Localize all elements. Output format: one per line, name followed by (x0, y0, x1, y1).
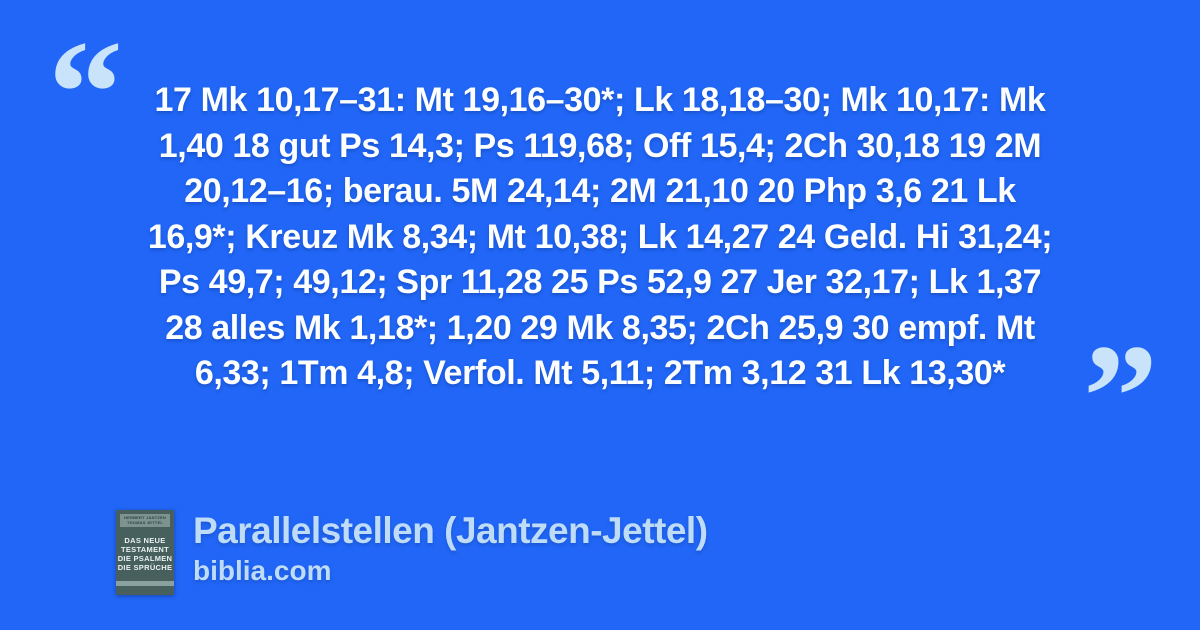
close-quote-icon: ” (1083, 314, 1158, 480)
book-cover-thumbnail: HERBERT JANTZEN THOMAS JETTEL DAS NEUE T… (116, 510, 174, 595)
quote-line: 1,40 18 gut Ps 14,3; Ps 119,68; Off 15,4… (158, 126, 1042, 165)
book-cover-author: THOMAS JETTEL (127, 520, 163, 525)
quote-line: 6,33; 1Tm 4,8; Verfol. Mt 5,11; 2Tm 3,12… (194, 354, 1006, 392)
book-cover-title: DAS NEUE TESTAMENT DIE PSALMEN DIE SPRÜC… (116, 536, 174, 572)
quote-text: 17 Mk 10,17–31: Mt 19,16–30*; Lk 18,18–3… (0, 78, 1200, 397)
site-name: biblia.com (193, 555, 332, 586)
resource-meta: Parallelstellen (Jantzen-Jettel) biblia.… (193, 508, 708, 588)
quote-line: 20,12–16; berau. 5M 24,14; 2M 21,10 20 P… (184, 172, 1016, 210)
quote-line: 17 Mk 10,17–31: Mt 19,16–30*; Lk 18,18–3… (154, 81, 1046, 119)
book-cover-title-line: DIE PSALMEN (117, 554, 173, 563)
book-cover-author: HERBERT JANTZEN (124, 515, 166, 520)
book-cover-stripe (116, 581, 174, 586)
resource-title: Parallelstellen (Jantzen-Jettel) (193, 510, 708, 551)
open-quote-icon: “ (48, 10, 123, 176)
book-cover-authors: HERBERT JANTZEN THOMAS JETTEL (120, 514, 170, 527)
quote-line: Ps 49,7; 49,12; Spr 11,28 25 Ps 52,9 27 … (158, 263, 1042, 301)
quote-line: 28 alles Mk 1,18*; 1,20 29 Mk 8,35; 2Ch … (165, 308, 1035, 347)
book-cover-title-line: DAS NEUE (124, 536, 166, 545)
book-cover-title-line: DIE SPRÜCHE (117, 563, 173, 572)
quote-line: 16,9*; Kreuz Mk 8,34; Mt 10,38; Lk 14,27… (147, 217, 1053, 256)
book-cover-title-line: TESTAMENT (121, 545, 169, 554)
